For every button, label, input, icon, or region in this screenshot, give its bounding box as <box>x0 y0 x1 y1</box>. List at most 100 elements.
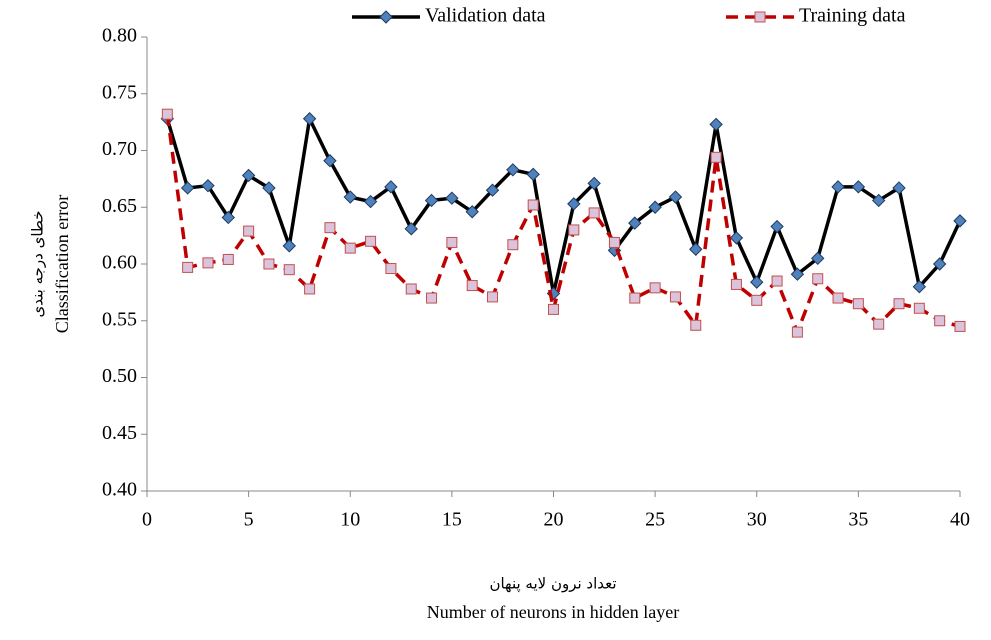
diamond-marker <box>750 275 764 289</box>
y-tick-label: 0.75 <box>102 81 137 103</box>
x-tick-label: 30 <box>747 509 767 531</box>
y-tick-label: 0.50 <box>102 365 137 387</box>
square-marker <box>771 275 783 287</box>
legend-label: Training data <box>799 5 906 27</box>
y-tick-label: 0.55 <box>102 308 137 330</box>
square-marker <box>243 225 255 237</box>
diamond-marker <box>302 112 317 126</box>
square-marker <box>812 273 824 285</box>
x-tick-label: 15 <box>442 509 462 531</box>
square-marker <box>852 298 864 310</box>
diamond-marker <box>689 242 703 256</box>
square-marker <box>385 263 397 275</box>
square-marker <box>710 151 722 163</box>
square-marker <box>934 315 946 327</box>
square-marker <box>669 291 681 303</box>
diamond-marker <box>343 190 357 204</box>
y-tick-label: 0.70 <box>102 138 137 160</box>
square-marker <box>751 294 763 306</box>
diamond-marker <box>363 194 378 209</box>
square-marker <box>426 292 438 304</box>
y-tick-label: 0.80 <box>102 25 137 47</box>
diamond-marker <box>648 200 662 214</box>
diamond-marker <box>892 181 906 195</box>
x-axis-label: Number of neurons in hidden layer <box>427 602 679 622</box>
square-marker <box>832 292 844 304</box>
diamond-marker <box>953 214 967 228</box>
square-marker <box>568 224 580 236</box>
square-marker <box>754 11 766 23</box>
square-marker <box>893 298 905 310</box>
x-axis-label: تعداد نرون لایه پنهان <box>489 575 616 594</box>
diamond-marker <box>729 231 744 245</box>
square-marker <box>405 283 417 295</box>
diamond-marker <box>180 181 195 195</box>
square-marker <box>446 236 458 248</box>
y-tick-label: 0.40 <box>102 479 137 501</box>
square-marker <box>466 280 478 292</box>
diamond-marker <box>506 163 520 177</box>
diamond-marker <box>811 251 825 266</box>
square-marker <box>954 320 966 332</box>
diamond-marker <box>628 216 642 230</box>
diamond-marker <box>465 205 479 219</box>
square-marker <box>222 253 234 265</box>
diamond-marker <box>567 197 581 211</box>
x-tick-label: 40 <box>950 509 970 531</box>
y-axis-label: خطای درجه بندی <box>29 211 47 318</box>
square-marker <box>629 292 641 304</box>
diamond-marker <box>241 168 256 183</box>
square-marker <box>507 239 519 251</box>
x-tick-label: 0 <box>142 509 152 531</box>
diamond-marker <box>424 193 439 208</box>
square-marker <box>873 318 885 330</box>
diamond-marker <box>668 190 683 204</box>
diamond-marker <box>587 176 601 191</box>
square-marker <box>263 258 275 270</box>
square-marker <box>588 207 600 219</box>
square-marker <box>304 283 316 295</box>
x-tick-label: 10 <box>340 509 360 531</box>
x-tick-label: 35 <box>848 509 868 531</box>
square-marker <box>527 199 539 211</box>
series-line <box>165 113 961 337</box>
square-marker <box>608 236 620 248</box>
square-marker <box>344 242 356 254</box>
diamond-marker <box>379 10 393 24</box>
diamond-marker <box>831 180 845 194</box>
square-marker <box>791 326 803 338</box>
square-marker <box>548 303 559 315</box>
diamond-marker <box>871 193 886 208</box>
diamond-marker <box>790 267 805 281</box>
square-marker <box>487 291 499 303</box>
square-marker <box>730 278 742 290</box>
x-tick-label: 20 <box>544 509 564 531</box>
diamond-marker <box>526 167 540 182</box>
square-marker <box>365 235 377 247</box>
y-tick-label: 0.60 <box>102 252 137 274</box>
diamond-marker <box>709 117 723 132</box>
diamond-marker <box>262 181 276 195</box>
square-marker <box>324 222 336 234</box>
diamond-marker <box>851 180 866 194</box>
square-marker <box>690 319 702 331</box>
diamond-marker <box>323 154 337 168</box>
square-marker <box>649 282 661 294</box>
diamond-marker <box>221 210 236 225</box>
series-line <box>165 112 962 294</box>
diamond-marker <box>201 178 215 193</box>
y-tick-label: 0.45 <box>102 422 137 444</box>
y-tick-label: 0.65 <box>102 195 137 217</box>
diamond-marker <box>485 183 500 197</box>
x-tick-label: 5 <box>244 509 254 531</box>
legend-label: Validation data <box>425 5 546 27</box>
diamond-marker <box>932 257 947 271</box>
square-marker <box>161 108 173 120</box>
square-marker <box>913 302 925 314</box>
diamond-marker <box>912 279 927 294</box>
diamond-marker <box>404 222 418 236</box>
diamond-marker <box>770 219 784 234</box>
square-marker <box>202 257 214 269</box>
diamond-marker <box>445 191 459 205</box>
